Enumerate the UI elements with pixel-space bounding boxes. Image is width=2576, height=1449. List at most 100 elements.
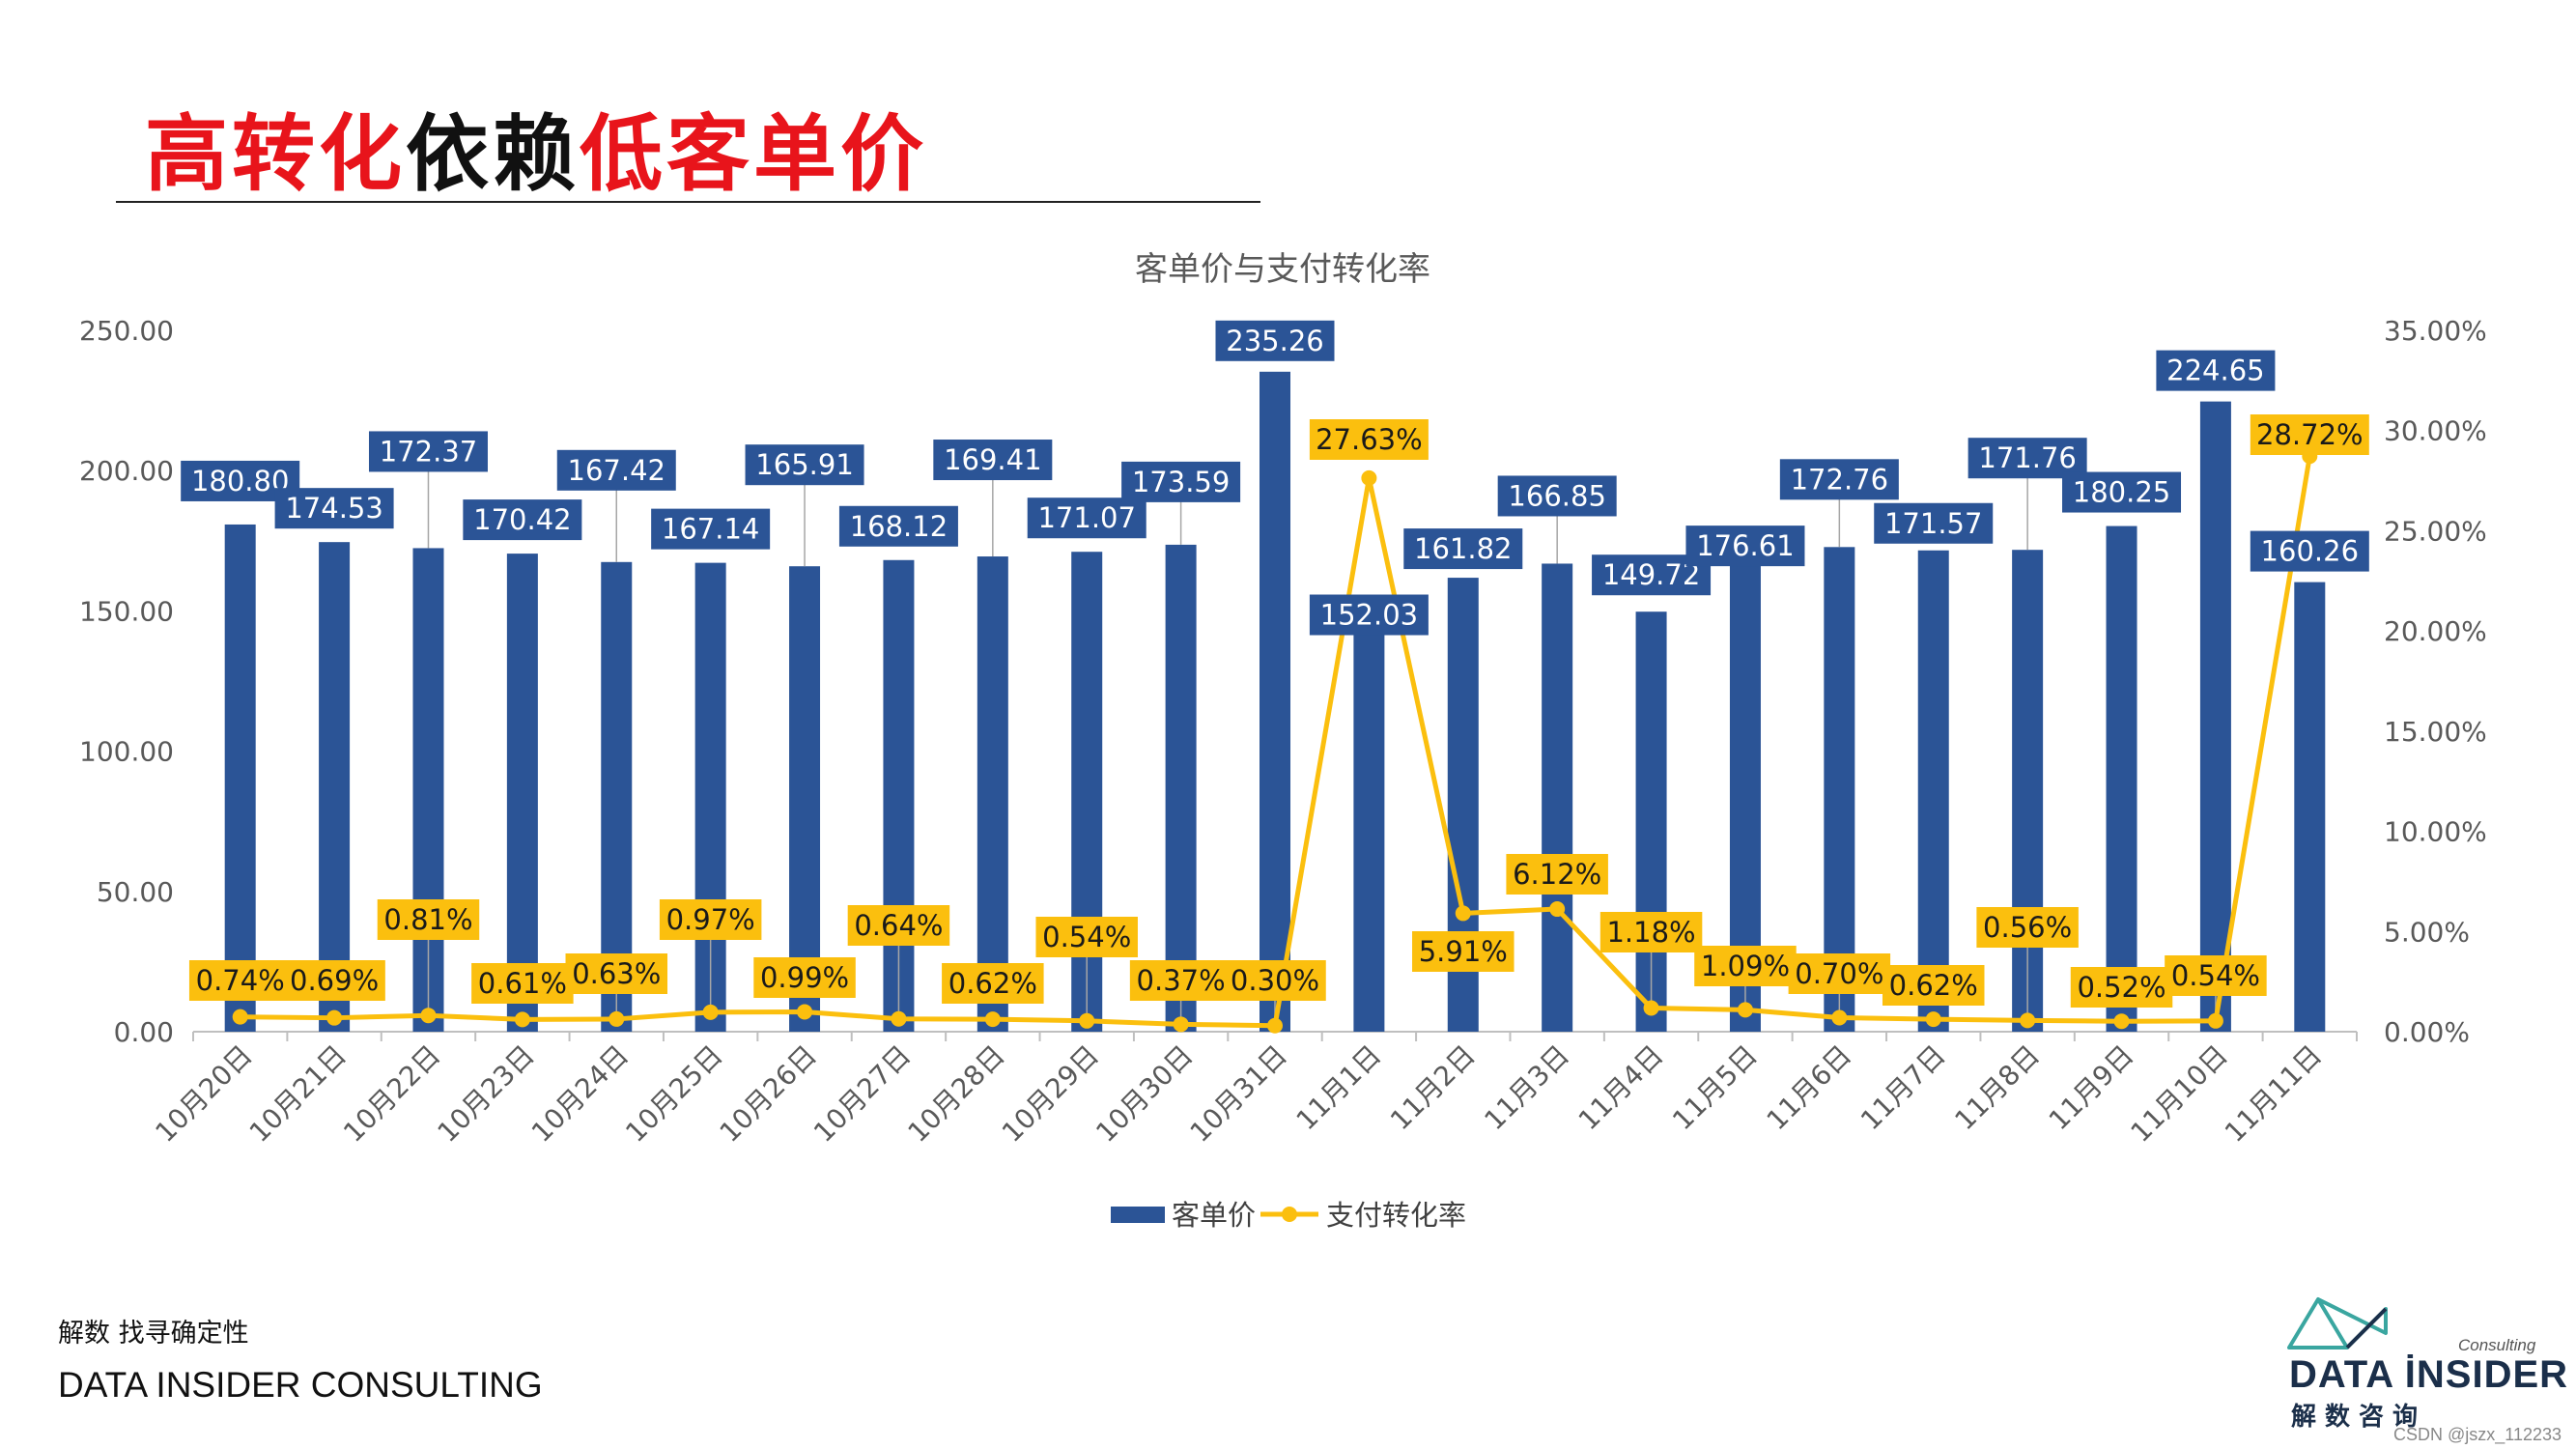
x-tick-label: 11月8日 [1948, 1039, 2046, 1137]
bar [1260, 371, 1290, 1033]
line-data-label-bg [2250, 414, 2369, 455]
bar-data-label: 171.57 [1884, 507, 1982, 540]
y-left-tick-label: 100.00 [79, 736, 174, 768]
bar [601, 561, 633, 1032]
legend-swatch-bar [1111, 1207, 1165, 1223]
line-point [1925, 1011, 1941, 1028]
line-data-label: 0.62% [948, 967, 1037, 1000]
y-right-tick-label: 5.00% [2384, 916, 2470, 948]
footer-company-name: DATA INSIDER CONSULTING [58, 1365, 543, 1405]
line-data-label-bg [847, 905, 950, 946]
bar-data-label-bg [838, 505, 958, 547]
x-tick-label: 10月27日 [807, 1039, 917, 1149]
line-data-label-bg [565, 953, 668, 994]
bar-data-label-bg [651, 508, 771, 550]
y-right-tick-label: 35.00% [2384, 315, 2487, 347]
line-data-label-bg [942, 963, 1044, 1004]
x-tick-label: 11月11日 [2219, 1039, 2328, 1149]
x-tick-label: 11月5日 [1666, 1039, 1764, 1137]
bar-data-label: 171.07 [1037, 501, 1135, 534]
line-data-label-bg [1309, 419, 1429, 460]
y-right-tick-label: 10.00% [2384, 816, 2487, 848]
bar-data-label-bg [1874, 502, 1994, 544]
y-right-tick-label: 20.00% [2384, 615, 2487, 647]
line-point [1455, 905, 1471, 922]
legend-label-line: 支付转化率 [1326, 1199, 1466, 1232]
x-tick-label: 11月1日 [1290, 1039, 1388, 1137]
bar [1353, 605, 1385, 1032]
x-tick-label: 11月7日 [1854, 1039, 1952, 1137]
title-part-1: 高转化 [145, 106, 406, 203]
line-data-label: 0.61% [478, 967, 567, 1000]
bar-data-label-bg [1779, 459, 1899, 500]
bar-data-label: 167.14 [662, 513, 759, 546]
line-data-label: 0.64% [854, 909, 943, 942]
line-point [702, 1004, 719, 1020]
bar [789, 566, 821, 1032]
line-data-label: 0.62% [1889, 969, 1978, 1002]
bar-data-label: 170.42 [473, 503, 571, 536]
line-point [609, 1010, 625, 1027]
bar [977, 556, 1008, 1032]
x-tick-label: 11月4日 [1572, 1039, 1670, 1137]
line-point [1267, 1017, 1283, 1034]
line-data-label: 0.54% [2171, 959, 2260, 992]
logo-consulting: Consulting [2458, 1336, 2536, 1354]
bar [506, 554, 538, 1032]
bar-data-label: 171.76 [1978, 441, 2076, 474]
chart-title: 客单价与支付转化率 [1135, 250, 1430, 289]
line-point [2207, 1012, 2223, 1029]
bar-data-label-bg [1027, 497, 1146, 539]
x-tick-label: 11月2日 [1384, 1039, 1482, 1137]
bar-data-label: 235.26 [1226, 325, 1323, 357]
title-part-3: 低客单价 [580, 106, 927, 203]
y-right-tick-label: 25.00% [2384, 515, 2487, 547]
bar-data-label-bg [463, 499, 582, 541]
x-tick-label: 11月6日 [1761, 1039, 1858, 1137]
bar-data-label: 169.41 [944, 443, 1041, 476]
line-point [326, 1009, 343, 1026]
x-tick-label: 10月20日 [149, 1039, 258, 1149]
line-data-label: 0.54% [1042, 921, 1131, 953]
bar-data-label-bg [1121, 461, 1241, 502]
x-tick-label: 10月22日 [337, 1039, 446, 1149]
line-data-label: 0.37% [1137, 964, 1226, 997]
bar-data-label: 180.25 [2073, 476, 2170, 509]
x-tick-label: 10月30日 [1090, 1039, 1199, 1149]
line-data-label-bg [1976, 907, 2079, 948]
bar-data-label: 161.82 [1414, 532, 1512, 565]
line-data-label: 0.99% [760, 961, 849, 994]
line-data-label: 0.69% [290, 964, 379, 997]
bar-data-label: 152.03 [1320, 599, 1418, 632]
line-data-label-bg [377, 899, 480, 940]
line-data-label-bg [753, 957, 856, 998]
y-right-tick-label: 0.00% [2384, 1016, 2470, 1048]
bar-data-label-bg [1309, 594, 1429, 636]
line-data-label: 1.09% [1701, 950, 1790, 982]
bar [2106, 526, 2137, 1032]
bar-data-label: 180.80 [191, 465, 289, 497]
line-data-label-bg [471, 963, 574, 1004]
x-tick-label: 10月21日 [243, 1039, 353, 1149]
line-data-label: 0.74% [196, 964, 285, 997]
line-data-label-bg [1599, 912, 1703, 952]
logo-name: DATA İNSIDER [2289, 1353, 2569, 1396]
line-data-label: 27.63% [1316, 423, 1423, 456]
bar [2199, 401, 2231, 1032]
line-data-label: 0.63% [572, 957, 661, 990]
x-tick-label: 10月28日 [901, 1039, 1010, 1149]
line-point [1643, 1000, 1659, 1016]
bar-data-label-bg [556, 449, 676, 491]
x-tick-label: 10月24日 [525, 1039, 635, 1149]
line-point [1549, 901, 1566, 918]
line-data-label: 28.72% [2256, 418, 2364, 451]
legend-swatch-marker [1282, 1207, 1297, 1222]
line-point [1361, 469, 1377, 486]
legend: 客单价 支付转化率 [1111, 1199, 1466, 1232]
y-left-tick-label: 0.00 [114, 1016, 174, 1048]
bar-data-label: 160.26 [2261, 535, 2359, 568]
bar-data-label-bg [1403, 528, 1523, 570]
bar [1542, 563, 1573, 1032]
line-point [1737, 1002, 1753, 1018]
